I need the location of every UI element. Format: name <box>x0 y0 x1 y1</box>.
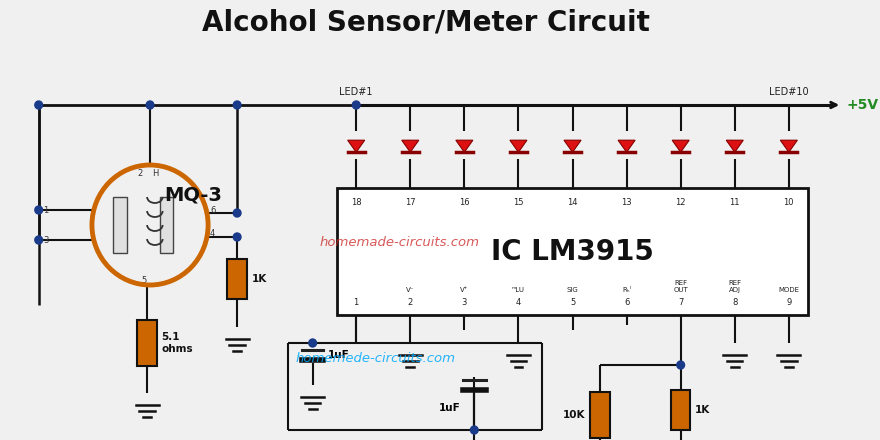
Text: 5: 5 <box>142 275 147 285</box>
Polygon shape <box>456 140 473 152</box>
Text: 1uF: 1uF <box>439 403 461 413</box>
Polygon shape <box>510 140 527 152</box>
Text: 13: 13 <box>621 198 632 207</box>
Text: 3: 3 <box>462 298 467 307</box>
Text: 8: 8 <box>732 298 737 307</box>
Text: 4: 4 <box>210 228 216 238</box>
Text: V⁺: V⁺ <box>460 287 468 293</box>
Polygon shape <box>618 140 635 152</box>
Bar <box>137 320 157 366</box>
Text: MODE: MODE <box>778 287 799 293</box>
Circle shape <box>233 233 241 241</box>
Bar <box>159 197 173 253</box>
Circle shape <box>471 426 478 434</box>
Text: REF
ADJ: REF ADJ <box>728 280 741 293</box>
Text: 1: 1 <box>43 205 48 215</box>
Text: Alcohol Sensor/Meter Circuit: Alcohol Sensor/Meter Circuit <box>202 8 649 36</box>
Text: LED#10: LED#10 <box>769 87 809 97</box>
Text: MQ-3: MQ-3 <box>165 186 223 205</box>
Circle shape <box>35 206 42 214</box>
Text: 9: 9 <box>786 298 791 307</box>
Circle shape <box>35 236 42 244</box>
Text: 3: 3 <box>43 235 49 245</box>
Text: homemade-circuits.com: homemade-circuits.com <box>319 235 480 249</box>
Text: Rₕᴵ: Rₕᴵ <box>622 287 631 293</box>
Text: H: H <box>152 169 158 177</box>
Polygon shape <box>726 140 744 152</box>
Text: V⁻: V⁻ <box>406 287 414 293</box>
Text: 10K: 10K <box>563 410 585 420</box>
Bar <box>590 392 610 438</box>
Text: 5: 5 <box>570 298 576 307</box>
Text: SIG: SIG <box>567 287 578 293</box>
Text: 6: 6 <box>210 205 216 215</box>
Text: 12: 12 <box>676 198 686 207</box>
Text: REF
OUT: REF OUT <box>673 280 688 293</box>
Text: 4: 4 <box>516 298 521 307</box>
Text: ᵐLU: ᵐLU <box>512 287 525 293</box>
Text: 1K: 1K <box>252 274 267 284</box>
Text: 10: 10 <box>783 198 794 207</box>
Text: 7: 7 <box>678 298 684 307</box>
Text: homemede-circuits.com: homemede-circuits.com <box>295 352 455 364</box>
Text: 14: 14 <box>568 198 578 207</box>
Text: +5V: +5V <box>847 98 879 112</box>
Text: IC LM3915: IC LM3915 <box>491 238 654 265</box>
Bar <box>114 197 127 253</box>
Text: 18: 18 <box>351 198 362 207</box>
Polygon shape <box>564 140 581 152</box>
Bar <box>671 390 690 430</box>
Polygon shape <box>672 140 689 152</box>
Text: LED#1: LED#1 <box>340 87 373 97</box>
Text: 6: 6 <box>624 298 629 307</box>
Text: 16: 16 <box>459 198 470 207</box>
Polygon shape <box>348 140 364 152</box>
Text: 1K: 1K <box>695 405 710 415</box>
Polygon shape <box>781 140 797 152</box>
Circle shape <box>233 209 241 217</box>
Text: 5.1
ohms: 5.1 ohms <box>162 332 194 354</box>
Circle shape <box>233 101 241 109</box>
Bar <box>337 188 808 315</box>
Circle shape <box>677 361 685 369</box>
Circle shape <box>146 101 154 109</box>
Circle shape <box>309 339 317 347</box>
Text: 2: 2 <box>137 169 143 177</box>
Text: 2: 2 <box>407 298 413 307</box>
Text: 11: 11 <box>730 198 740 207</box>
Text: 1uF: 1uF <box>328 350 350 360</box>
Circle shape <box>35 101 42 109</box>
Text: 1: 1 <box>354 298 359 307</box>
Text: 15: 15 <box>513 198 524 207</box>
Polygon shape <box>402 140 419 152</box>
Circle shape <box>352 101 360 109</box>
Text: 17: 17 <box>405 198 415 207</box>
Bar <box>227 259 246 299</box>
